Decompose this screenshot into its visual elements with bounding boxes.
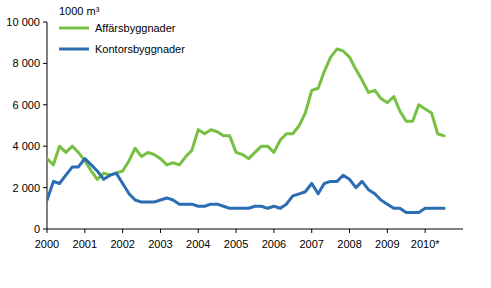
y-tick: [43, 229, 47, 230]
y-tick-label: 8 000: [12, 57, 40, 69]
y-tick-label: 10 000: [6, 16, 40, 28]
x-tick-label: 2001: [73, 238, 97, 250]
plot-area: [47, 49, 444, 213]
y-tick: [43, 63, 47, 64]
x-tick-label: 2007: [299, 238, 323, 250]
legend-swatch: [59, 27, 89, 30]
y-tick: [43, 187, 47, 188]
x-tick: [47, 229, 48, 233]
x-tick: [425, 229, 426, 233]
x-tick-label: 2002: [110, 238, 134, 250]
x-tick: [122, 229, 123, 233]
y-tick: [43, 104, 47, 105]
y-tick-label: 2 000: [12, 182, 40, 194]
x-tick-label: 2003: [148, 238, 172, 250]
x-tick: [236, 229, 237, 233]
y-tick: [43, 146, 47, 147]
y-tick-label: 0: [34, 223, 40, 235]
series-line: [47, 49, 444, 179]
x-tick-label: 2000: [35, 238, 59, 250]
x-tick: [84, 229, 85, 233]
x-tick-label: 2004: [186, 238, 210, 250]
y-tick-label: 6 000: [12, 99, 40, 111]
series-line: [47, 159, 444, 213]
legend-swatch: [59, 48, 89, 51]
y-tick-label: 4 000: [12, 140, 40, 152]
x-tick: [387, 229, 388, 233]
x-tick-label: 2008: [337, 238, 361, 250]
legend-label: Kontorsbyggnader: [95, 43, 185, 55]
chart: 1000 m³ 0 2 000 4 000 6 000 8 000 10 000 2000 20…: [0, 0, 491, 288]
x-tick-label: 2009: [375, 238, 399, 250]
y-tick: [43, 22, 47, 23]
x-tick: [160, 229, 161, 233]
x-tick: [349, 229, 350, 233]
x-axis: [47, 229, 463, 230]
y-unit-label: 1000 m³: [59, 5, 100, 17]
legend-label: Affärsbyggnader: [95, 22, 176, 34]
x-tick-label: 2006: [262, 238, 286, 250]
x-tick: [273, 229, 274, 233]
x-tick: [311, 229, 312, 233]
x-tick: [198, 229, 199, 233]
x-tick-label: 2010*: [411, 238, 440, 250]
x-tick-label: 2005: [224, 238, 248, 250]
